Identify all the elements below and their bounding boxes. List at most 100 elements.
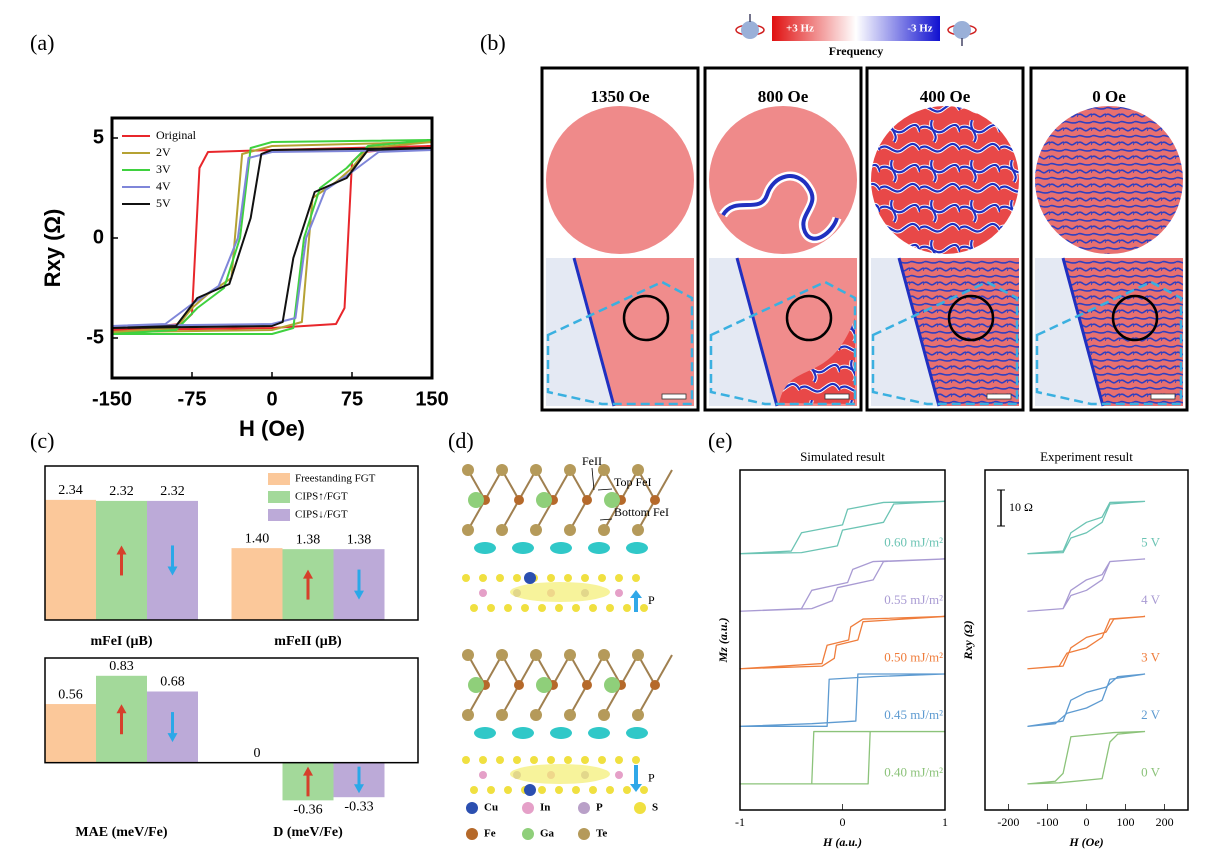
- chart-title: Experiment result: [1040, 449, 1133, 464]
- atom: [496, 574, 504, 582]
- mfm-disk: [871, 106, 1019, 254]
- field-of-view: [1035, 280, 1183, 406]
- atom-legend-marker: [578, 802, 590, 814]
- atom: [555, 786, 563, 794]
- atom: [650, 680, 660, 690]
- atom-legend-marker: [522, 828, 534, 840]
- legend-swatch: [268, 473, 290, 485]
- polarization-head: [354, 590, 364, 600]
- value-label: 0.56: [58, 687, 83, 702]
- atom: [555, 604, 563, 612]
- field-title: 400 Oe: [920, 87, 971, 106]
- curve-label: 0.60 mJ/m²: [884, 534, 943, 549]
- value-label: 2.32: [160, 484, 185, 499]
- polarization-head: [167, 733, 178, 743]
- atom: [615, 589, 623, 597]
- atom-legend-marker: [466, 802, 478, 814]
- x-tick-label: -1: [735, 815, 745, 829]
- legend-label: 3V: [156, 162, 171, 176]
- atom: [524, 572, 536, 584]
- atom: [604, 492, 620, 508]
- y-tick-label: 0: [93, 226, 104, 248]
- atom-legend-label: Te: [596, 828, 607, 840]
- x-tick-label: -150: [92, 388, 132, 410]
- atom: [513, 574, 521, 582]
- atom-legend-marker: [522, 802, 534, 814]
- category-label: D (meV/Fe): [273, 825, 343, 840]
- charge-density: [474, 542, 496, 554]
- charge-density: [474, 727, 496, 739]
- atom: [632, 709, 644, 721]
- atom: [521, 604, 529, 612]
- y-tick-label: -5: [86, 326, 104, 348]
- annotation-leader: [591, 467, 595, 491]
- field-of-view: [709, 280, 857, 406]
- field-title: 0 Oe: [1092, 87, 1126, 106]
- atom: [514, 495, 524, 505]
- category-label: MAE (meV/Fe): [75, 825, 167, 840]
- panel-label: (d): [448, 428, 474, 453]
- atom: [598, 756, 606, 764]
- atom: [513, 756, 521, 764]
- atom: [589, 786, 597, 794]
- atom: [487, 604, 495, 612]
- value-label: 2.32: [109, 484, 134, 499]
- atom: [564, 649, 576, 661]
- curve-label: 3 V: [1141, 649, 1161, 664]
- atom: [564, 524, 576, 536]
- mfm-panels: 1350 Oe 800 Oe 400 Oe 0 Oe: [540, 66, 1189, 412]
- atom: [538, 786, 546, 794]
- legend-label: CIPS↓/FGT: [295, 509, 348, 521]
- atom: [582, 495, 592, 505]
- value-label: 1.40: [245, 531, 270, 546]
- charge-density: [512, 727, 534, 739]
- atom: [606, 604, 614, 612]
- charge-density: [510, 582, 610, 602]
- atom: [530, 709, 542, 721]
- atom: [581, 574, 589, 582]
- atom: [632, 574, 640, 582]
- value-label: 1.38: [296, 532, 321, 547]
- polarization-label: P: [648, 593, 655, 607]
- curve-label: 0 V: [1141, 765, 1161, 780]
- atom-legend-label: Fe: [484, 828, 496, 840]
- atom: [479, 589, 487, 597]
- atom: [462, 709, 474, 721]
- x-tick-label: 75: [341, 388, 363, 410]
- atom: [538, 604, 546, 612]
- atom: [564, 574, 572, 582]
- series-line: [111, 149, 433, 327]
- legend-swatch: [268, 509, 290, 521]
- atom: [623, 604, 631, 612]
- atom: [479, 574, 487, 582]
- field-of-view: [546, 280, 694, 406]
- x-tick-label: 1: [942, 815, 948, 829]
- plot-frame: [984, 469, 1189, 811]
- atom: [496, 649, 508, 661]
- domain-texture: [779, 318, 855, 404]
- atom: [632, 756, 640, 764]
- series-line: [1027, 615, 1146, 670]
- scale-bar: [986, 393, 1012, 400]
- field-title: 1350 Oe: [590, 87, 649, 106]
- flake-edge: [897, 257, 941, 407]
- curve-label: 5 V: [1141, 534, 1161, 549]
- polarization-head: [354, 784, 364, 794]
- category-label: mFeI (μB): [91, 634, 153, 649]
- bar: [45, 499, 96, 620]
- atom: [462, 649, 474, 661]
- atom-legend-label: S: [652, 802, 658, 814]
- atom: [572, 786, 580, 794]
- charge-density: [626, 727, 648, 739]
- value-label: 2.34: [58, 483, 83, 498]
- legend-label: 5V: [156, 196, 171, 210]
- zoom-region: [1111, 294, 1159, 342]
- legend-swatch: [268, 491, 290, 503]
- curve-label: 0.55 mJ/m²: [884, 592, 943, 607]
- atom: [496, 464, 508, 476]
- legend-label: Original: [156, 128, 197, 142]
- charge-density: [588, 727, 610, 739]
- atom: [640, 604, 648, 612]
- atom: [530, 524, 542, 536]
- field-of-view: [871, 280, 1019, 406]
